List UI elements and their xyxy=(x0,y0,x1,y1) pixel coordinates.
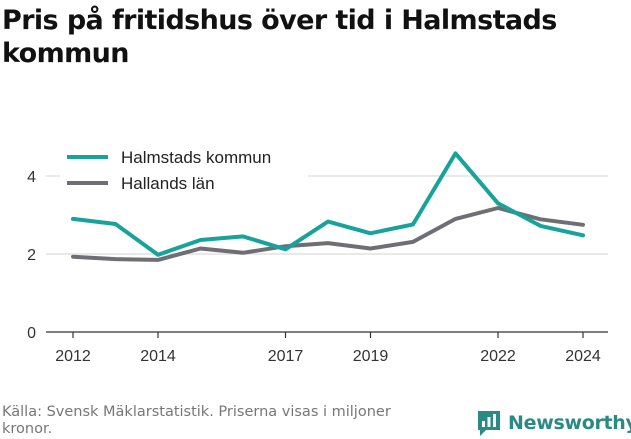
chart-title: Pris på fritidshus över tid i Halmstads … xyxy=(2,5,557,69)
bar-chart-icon xyxy=(478,411,500,436)
line-chart: 0 2 4 2012 2014 2017 2019 2022 2024 Halmstads k… xyxy=(27,144,608,365)
brand-logo[interactable]: Newsworthy xyxy=(476,408,631,438)
legend-label: Halmstads kommun xyxy=(121,148,271,167)
legend-background xyxy=(60,144,308,200)
brand-name: Newsworthy xyxy=(508,412,631,434)
y-tick-label: 0 xyxy=(27,325,36,342)
legend: Halmstads kommun Hallands län xyxy=(60,144,308,200)
x-tick-label: 2014 xyxy=(140,348,176,365)
series-line xyxy=(71,151,585,257)
y-axis: 0 2 4 xyxy=(27,169,36,342)
x-tick-label: 2012 xyxy=(55,348,91,365)
x-tick-label: 2024 xyxy=(565,348,601,365)
y-tick-label: 4 xyxy=(27,169,36,186)
y-tick-label: 2 xyxy=(27,247,36,264)
x-axis: 2012 2014 2017 2019 2022 2024 xyxy=(46,331,608,365)
series-line xyxy=(71,206,585,262)
legend-label: Hallands län xyxy=(121,174,215,193)
source-note: Källa: Svensk Mäklarstatistik. Priserna … xyxy=(2,404,391,437)
x-tick-label: 2017 xyxy=(268,348,304,365)
series-lines xyxy=(71,151,585,262)
x-tick-label: 2019 xyxy=(353,348,389,365)
x-tick-label: 2022 xyxy=(480,348,516,365)
